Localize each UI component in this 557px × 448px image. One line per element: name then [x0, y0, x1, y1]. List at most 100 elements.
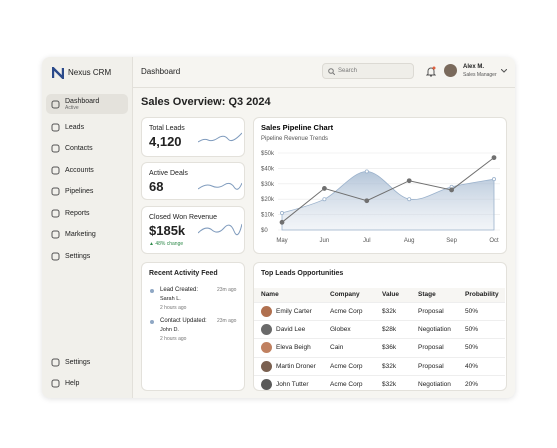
x-tick-label: Jul: [363, 238, 371, 244]
cell: Acme Corp: [330, 380, 363, 388]
table-row: Martin Droner Acme Corp $32k Proposal 40%: [254, 356, 505, 376]
point: [491, 155, 497, 161]
kpi-value: 4,120: [149, 134, 182, 149]
nav-item[interactable]: Contacts: [46, 138, 128, 158]
nav-text: Accounts: [65, 167, 94, 174]
nav-item[interactable]: Settings: [46, 352, 128, 372]
app-window: Nexus CRM Dashboard Active Leads Contacts Ac…: [42, 57, 515, 398]
nav-sub: Active: [65, 104, 79, 111]
cell: Globex: [330, 326, 351, 334]
nav-label: Contacts: [65, 144, 93, 152]
table-row: John Tutter Acme Corp $32k Negotiation 20%: [254, 374, 505, 394]
chevron[interactable]: [501, 69, 507, 73]
cell: $32k: [382, 380, 397, 388]
activity-title: Recent Activity Feed: [149, 270, 218, 277]
avatar: [261, 342, 272, 354]
nav-text: Dashboard Active: [65, 98, 99, 111]
nav-item[interactable]: Dashboard Active: [46, 94, 128, 114]
column-header: Stage: [418, 291, 436, 298]
x-tick-label: Oct: [489, 238, 499, 244]
nav-item[interactable]: Help: [46, 373, 128, 393]
bell-icon[interactable]: [426, 66, 436, 77]
nav-label: Dashboard: [65, 97, 100, 105]
cell: Proposal: [418, 308, 444, 315]
cell: $36k: [382, 344, 397, 352]
nav-text: Pipelines: [65, 188, 93, 195]
cell: $32k: [382, 362, 397, 370]
timeline-dot: [150, 320, 154, 324]
timeline-dot: [150, 289, 154, 293]
sidebar: Nexus CRM Dashboard Active Leads Contacts Ac…: [42, 57, 133, 398]
y-tick-label: $30k: [261, 182, 275, 188]
cell: 50%: [465, 344, 479, 352]
x-tick-label: Aug: [404, 238, 415, 244]
activity-action: Contact Updated:: [160, 318, 207, 324]
search-box[interactable]: Search: [322, 63, 414, 79]
nav-label: Leads: [65, 123, 85, 131]
point: [322, 197, 327, 202]
kpi-label: Active Deals: [149, 170, 188, 177]
cell: Proposal: [418, 362, 444, 370]
nav-item[interactable]: Pipelines: [46, 181, 128, 201]
x-tick-label: Sep: [446, 238, 457, 244]
cell: 50%: [465, 326, 479, 334]
point: [279, 211, 284, 216]
table-header: Name Company Value Stage Probability: [254, 288, 505, 302]
point: [407, 197, 412, 202]
avatar: [261, 378, 272, 390]
cell: $28k: [382, 326, 397, 334]
search-placeholder: Search: [338, 68, 358, 74]
line: [281, 157, 495, 223]
avatar: [261, 306, 272, 317]
kpi-change: ▲ 48% change: [149, 241, 184, 247]
cell: Eleva Beigh: [276, 344, 311, 352]
nav-item[interactable]: Marketing: [46, 224, 128, 244]
nav-label: Settings: [65, 252, 91, 260]
activity-who: John D.: [160, 327, 179, 333]
nav-item[interactable]: Accounts: [46, 160, 128, 180]
nav-text: Reports: [65, 210, 90, 217]
nav-item[interactable]: Leads: [46, 117, 128, 137]
nav-label: Reports: [65, 209, 90, 217]
chart: Sales Pipeline Chart Pipeline Revenue Tr…: [261, 123, 500, 244]
leads-card: Top Leads Opportunities Name Company Value…: [253, 262, 507, 391]
point: [364, 198, 370, 204]
sparkline: [198, 182, 242, 190]
header-title: Dashboard: [141, 67, 181, 76]
point: [406, 178, 412, 184]
y-tick-label: $10k: [261, 213, 275, 219]
column-header: Value: [382, 291, 399, 298]
cell: Negotiation: [418, 326, 451, 334]
avatar: [261, 324, 272, 336]
y-tick-label: $50k: [261, 151, 275, 157]
nav-label: Pipelines: [65, 187, 94, 195]
y-tick-label: $20k: [261, 197, 275, 203]
activity-who: Sarah L.: [160, 296, 181, 302]
column-header: Probability: [465, 291, 499, 298]
table-row: Eleva Beigh Cain $36k Proposal 50%: [254, 338, 505, 357]
x-tick-label: Jun: [320, 238, 330, 244]
nav-item[interactable]: Reports: [46, 203, 128, 223]
nav-label: Marketing: [65, 230, 96, 238]
activity-ago: 2 hours ago: [160, 336, 187, 342]
table-row: Emily Carter Acme Corp $32k Proposal 50%: [254, 302, 505, 321]
activity-ago: 2 hours ago: [160, 305, 187, 311]
activity-time: 23m ago: [217, 287, 237, 293]
cell: Acme Corp: [330, 362, 363, 370]
point: [491, 177, 496, 182]
x-tick-label: May: [276, 238, 287, 244]
nav-item[interactable]: Settings: [46, 246, 128, 266]
logo: [52, 67, 64, 79]
point: [279, 219, 285, 225]
kpi-card: Total Leads 4,120: [141, 117, 245, 157]
avatar: [261, 360, 272, 372]
point: [364, 169, 369, 174]
point: [322, 186, 327, 191]
point: [449, 187, 455, 193]
avatar[interactable]: [444, 64, 457, 77]
column-header: Name: [261, 291, 279, 298]
cell: 20%: [465, 380, 479, 388]
activity-time: 23m ago: [217, 318, 237, 324]
kpi-label: Total Leads: [149, 125, 185, 132]
cell: Proposal: [418, 344, 444, 352]
